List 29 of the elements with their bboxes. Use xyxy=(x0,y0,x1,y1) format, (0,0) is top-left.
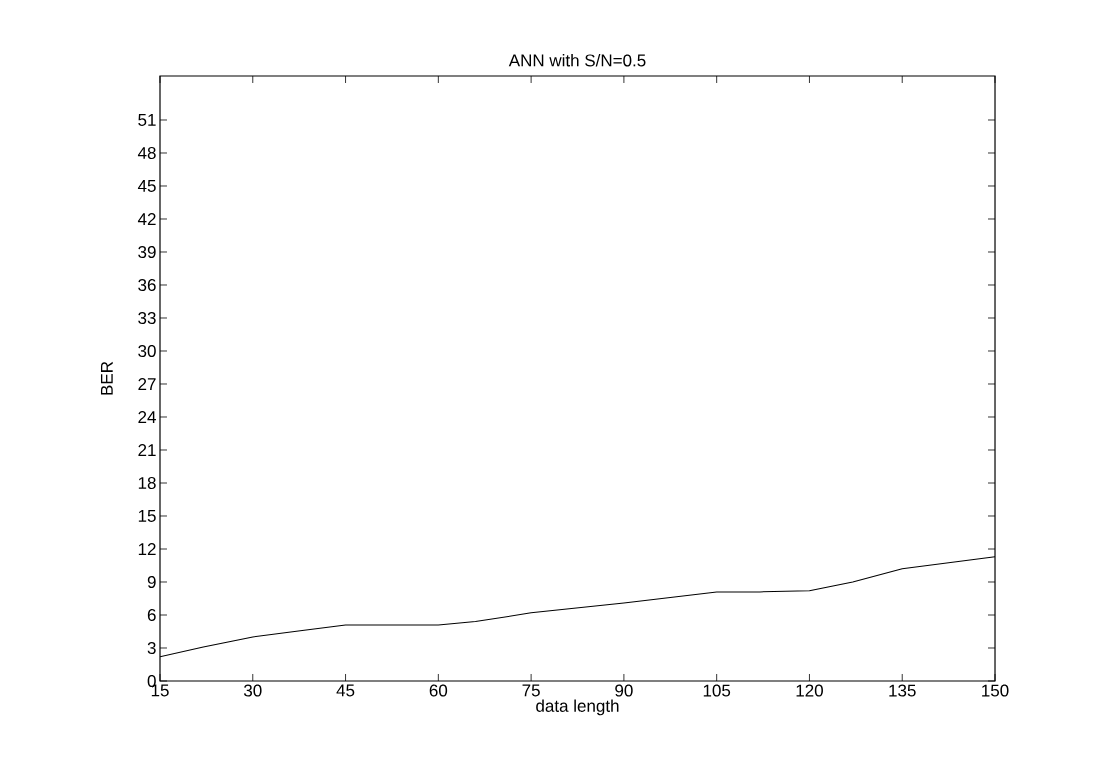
chart-title: ANN with S/N=0.5 xyxy=(508,53,646,67)
x-tick-label: 135 xyxy=(889,684,916,697)
y-tick-label: 48 xyxy=(137,146,156,160)
x-tick-label: 60 xyxy=(429,684,448,697)
x-tick-label: 90 xyxy=(615,684,633,697)
y-tick-label: 6 xyxy=(147,608,156,622)
y-tick-label: 45 xyxy=(137,180,156,192)
x-tick-label: 105 xyxy=(703,684,731,697)
x-tick-label: 30 xyxy=(243,684,262,697)
y-axis-title: BER xyxy=(100,361,113,395)
y-tick-label: 24 xyxy=(138,411,156,423)
y-tick-label: 21 xyxy=(138,444,156,456)
y-tick-label: 33 xyxy=(138,311,156,325)
y-tick-label: 12 xyxy=(138,543,156,555)
x-axis-title: data length xyxy=(536,699,619,716)
y-tick-label: 36 xyxy=(138,278,156,292)
y-tick-label: 30 xyxy=(138,344,156,358)
y-tick-label: 51 xyxy=(138,114,156,126)
x-tick-label: 150 xyxy=(982,684,1009,697)
x-tick-label: 75 xyxy=(522,684,540,697)
y-tick-label: 18 xyxy=(138,476,156,490)
x-tick-label: 120 xyxy=(796,684,823,697)
y-tick-label: 42 xyxy=(137,213,156,225)
y-tick-label: 27 xyxy=(138,378,156,390)
x-tick-label: 45 xyxy=(336,684,355,697)
y-tick-label: 9 xyxy=(147,575,156,589)
y-tick-label: 3 xyxy=(147,641,156,655)
y-tick-label: 39 xyxy=(138,245,156,259)
y-tick-label: 15 xyxy=(138,510,156,522)
